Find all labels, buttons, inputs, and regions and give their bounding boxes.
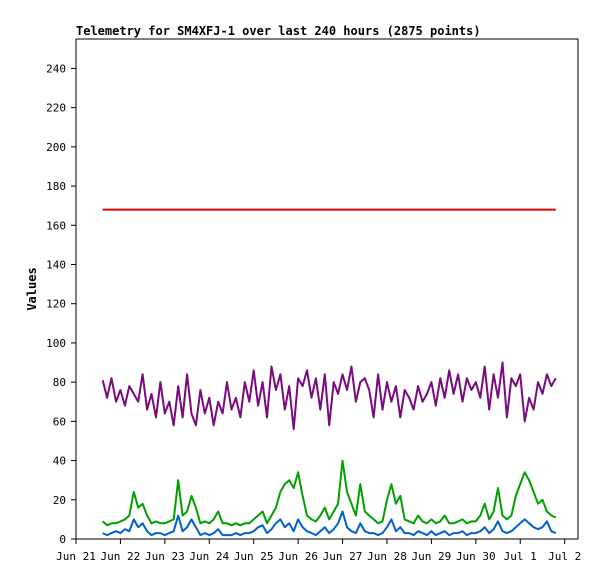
- x-tick-label: Jun 24: [189, 550, 229, 563]
- x-tick-label: Jun 25: [234, 550, 274, 563]
- x-axis: Jun 21 Jun 22 Jun 23 Jun 24 Jun 25 Jun 26 Jun …: [56, 539, 581, 563]
- y-tick-label: 200: [46, 141, 66, 154]
- y-tick-label: 60: [53, 415, 66, 428]
- x-tick-label: Jun 21: [56, 550, 96, 563]
- y-tick-label: 40: [53, 455, 66, 468]
- series-line-4: [102, 510, 557, 537]
- y-tick-label: 160: [46, 219, 66, 232]
- series-group: [101, 208, 557, 537]
- y-axis: 0 20 40 60 80 100 120 140 160 180 200 220 240: [46, 62, 76, 546]
- x-tick-label: Jun 22: [101, 550, 141, 563]
- x-tick-label: Jun 27: [323, 550, 363, 563]
- y-tick-label: 220: [46, 102, 66, 115]
- series-line-3: [102, 459, 557, 527]
- y-tick-label: 180: [46, 180, 66, 193]
- y-tick-label: 120: [46, 298, 66, 311]
- plot-area: [75, 38, 579, 540]
- x-tick-label: Jul 1: [504, 550, 537, 563]
- y-tick-label: 20: [53, 494, 66, 507]
- x-tick-label: Jun 29: [412, 550, 452, 563]
- y-tick-label: 240: [46, 62, 66, 75]
- x-tick-label: Jun 23: [145, 550, 185, 563]
- y-tick-label: 100: [46, 337, 66, 350]
- x-tick-label: Jun 26: [278, 550, 318, 563]
- y-tick-label: 140: [46, 258, 66, 271]
- y-tick-label: 0: [59, 533, 66, 546]
- x-tick-label: Jul 2: [548, 550, 581, 563]
- x-tick-label: Jun 30: [456, 550, 496, 563]
- chart-title: Telemetry for SM4XFJ-1 over last 240 hou…: [76, 24, 481, 38]
- series-line-2: [101, 361, 557, 431]
- x-tick-label: Jun 28: [367, 550, 407, 563]
- y-tick-label: 80: [53, 376, 66, 389]
- y-axis-label: Values: [25, 267, 39, 310]
